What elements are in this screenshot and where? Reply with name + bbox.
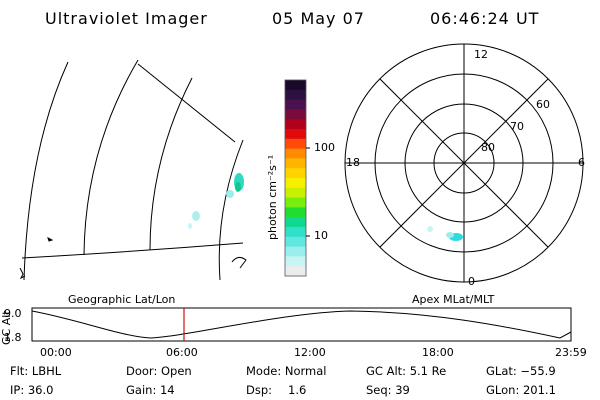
colorbar-swatch [285,217,306,228]
mlt-diagonal [379,78,549,248]
longitude-line [23,61,69,281]
status-door: Door: Open [126,364,192,378]
colorbar-swatch [285,256,306,267]
mlt-label-18: 18 [346,156,360,169]
latitude-line [137,63,236,143]
aurora-emission-map [188,173,244,229]
colorbar-swatch [285,89,306,101]
altitude-timeline [31,307,572,342]
timeline-frame [31,307,572,342]
time-label: 06:46:24 UT [430,9,540,28]
colorbar-swatch [285,129,306,140]
polar-plot [344,43,584,283]
timeline-xtick: 18:00 [422,346,454,359]
timeline-xtick: 23:59 [555,346,587,359]
status-glon: GLon: 201.1 [486,383,556,397]
status-glat: GLat: −55.9 [486,364,556,378]
coastline [231,256,247,269]
apex-label: Apex MLat/MLT [412,293,495,306]
colorbar-swatch [285,246,306,257]
instrument-title: Ultraviolet Imager [45,9,208,28]
latitude-line [21,242,244,259]
mlat-label-80: 80 [481,141,495,154]
longitude-line [149,77,193,251]
colorbar-swatch [285,148,306,159]
status-ip: IP: 36.0 [10,383,54,397]
status-gc-alt: GC Alt: 5.1 Re [366,364,447,378]
status-mode: Mode: Normal [246,364,327,378]
status-gain: Gain: 14 [126,383,175,397]
timeline-xtick: 06:00 [166,346,198,359]
altitude-curve [31,310,572,339]
coastline [47,237,54,242]
status-filter: Flt: LBHL [10,364,62,378]
colorbar [285,80,306,277]
coastline [19,267,26,280]
colorbar-swatch [285,80,306,91]
mlat-label-60: 60 [536,98,550,111]
polar-emission [427,226,463,241]
colorbar-unit-label: photon cm⁻²s⁻¹ [266,154,279,240]
colorbar-swatch [285,207,306,218]
colorbar-swatch [285,178,306,189]
status-dsp-value: 1.6 [288,383,307,397]
colorbar-swatch [285,227,306,238]
timeline-xtick: 00:00 [40,346,72,359]
colorbar-swatch [285,266,306,277]
longitude-line [218,139,244,281]
timeline-xtick: 12:00 [294,346,326,359]
mlt-label-0: 0 [468,275,475,288]
date-label: 05 May 07 [272,9,365,28]
colorbar-swatch [285,119,306,130]
colorbar-swatch [285,187,306,199]
colorbar-swatch [285,168,306,179]
longitude-line [83,59,139,256]
colorbar-tick-10: 10 [314,229,328,242]
colorbar-swatch [285,138,306,150]
colorbar-swatch [285,109,306,120]
mlt-label-12: 12 [474,48,488,61]
geographic-label: Geographic Lat/Lon [68,293,176,306]
timeline-ytick-1-8: 1.8 [4,331,22,344]
status-seq: Seq: 39 [366,383,410,397]
colorbar-swatch [285,197,306,208]
colorbar-swatch [285,236,306,248]
timeline-ytick-9: 9.0 [4,307,22,320]
mlt-label-6: 6 [578,156,585,169]
colorbar-swatch [285,158,306,169]
status-dsp-label: Dsp: [246,383,273,397]
mlat-label-70: 70 [510,120,524,133]
colorbar-frame [284,79,307,277]
colorbar-swatch [285,99,306,110]
geographic-map [19,59,247,281]
colorbar-tick-100: 100 [314,141,335,154]
